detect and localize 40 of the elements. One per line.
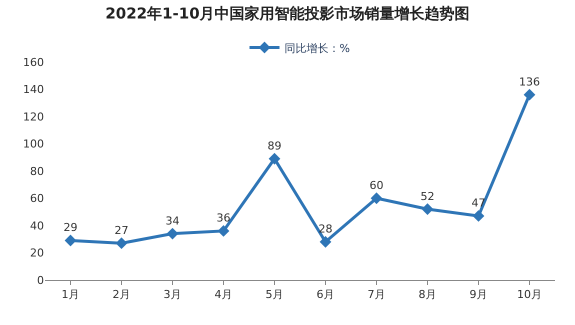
x-tick-label: 7月 — [368, 288, 386, 302]
chart-title: 2022年1-10月中国家用智能投影市场销量增长趋势图 — [105, 4, 470, 23]
y-tick-label: 60 — [30, 192, 44, 206]
x-tick-label: 3月 — [164, 288, 182, 302]
legend-label: 同比增长：% — [284, 42, 350, 55]
x-tick-label: 6月 — [316, 288, 334, 302]
data-label: 34 — [166, 214, 180, 228]
y-tick-label: 40 — [30, 219, 44, 232]
data-label: 89 — [268, 139, 282, 152]
x-tick-label: 4月 — [214, 288, 232, 302]
point — [472, 210, 484, 222]
data-label: 60 — [370, 178, 384, 192]
point — [218, 225, 230, 237]
point — [422, 203, 434, 215]
data-label: 136 — [519, 75, 540, 88]
point — [320, 236, 332, 248]
x-tick-label: 5月 — [266, 288, 284, 302]
point — [370, 192, 382, 204]
point — [268, 152, 280, 165]
data-label: 29 — [64, 221, 78, 234]
y-tick-label: 140 — [23, 83, 44, 96]
data-label: 36 — [216, 212, 230, 225]
point — [166, 228, 178, 240]
x-tick-label: 1月 — [62, 288, 80, 302]
y-tick-label: 100 — [23, 138, 44, 151]
y-tick-label: 20 — [30, 246, 44, 260]
data-label: 52 — [420, 190, 434, 203]
data-label: 27 — [114, 224, 128, 237]
point — [116, 237, 128, 250]
data-label: 28 — [318, 222, 332, 236]
y-tick-label: 80 — [30, 164, 44, 178]
y-tick-label: 0 — [37, 274, 44, 287]
point — [64, 234, 76, 246]
x-tick-label: 10月 — [517, 288, 542, 302]
y-tick-label: 120 — [23, 110, 44, 124]
x-tick-label: 9月 — [470, 288, 488, 302]
y-tick-label: 160 — [23, 56, 44, 69]
point — [524, 88, 536, 101]
x-tick-label: 8月 — [418, 288, 436, 302]
x-tick-label: 2月 — [112, 288, 130, 302]
